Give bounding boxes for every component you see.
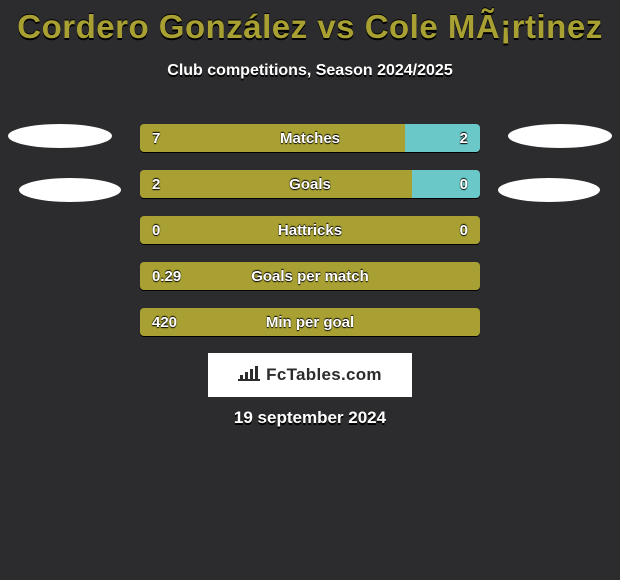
player-placeholder-ellipse xyxy=(8,124,112,148)
player-placeholder-ellipse xyxy=(498,178,600,202)
stat-bars: 72Matches20Goals00Hattricks0.29Goals per… xyxy=(140,124,480,354)
page-subtitle: Club competitions, Season 2024/2025 xyxy=(0,62,620,80)
stat-left-segment: 0 xyxy=(140,216,480,244)
brand-badge: FcTables.com xyxy=(208,353,412,397)
stat-right-value: 0 xyxy=(448,222,480,239)
player-placeholder-ellipse xyxy=(508,124,612,148)
brand-text: FcTables.com xyxy=(266,365,382,385)
stat-right-segment: 0 xyxy=(412,170,480,198)
stat-left-value: 2 xyxy=(140,176,172,193)
date-text: 19 september 2024 xyxy=(0,408,620,428)
brand-chart-icon xyxy=(238,365,260,385)
stat-bar-row: 0.29Goals per match xyxy=(140,262,480,290)
stat-right-value: 2 xyxy=(448,130,480,147)
stat-left-segment: 0.29 xyxy=(140,262,480,290)
stat-left-value: 0.29 xyxy=(140,268,193,285)
stat-right-segment: 2 xyxy=(405,124,480,152)
stat-left-value: 0 xyxy=(140,222,172,239)
stat-bar-row: 72Matches xyxy=(140,124,480,152)
stat-left-segment: 420 xyxy=(140,308,480,336)
stat-left-value: 7 xyxy=(140,130,172,147)
page-title: Cordero González vs Cole MÃ¡rtinez xyxy=(0,8,620,46)
stat-left-value: 420 xyxy=(140,314,189,331)
stat-bar-row: 00Hattricks xyxy=(140,216,480,244)
player-placeholder-ellipse xyxy=(19,178,121,202)
stat-left-segment: 2 xyxy=(140,170,412,198)
stat-left-segment: 7 xyxy=(140,124,405,152)
stat-bar-row: 420Min per goal xyxy=(140,308,480,336)
comparison-infographic: Cordero González vs Cole MÃ¡rtinez Club … xyxy=(0,0,620,580)
stat-right-value: 0 xyxy=(448,176,480,193)
stat-bar-row: 20Goals xyxy=(140,170,480,198)
